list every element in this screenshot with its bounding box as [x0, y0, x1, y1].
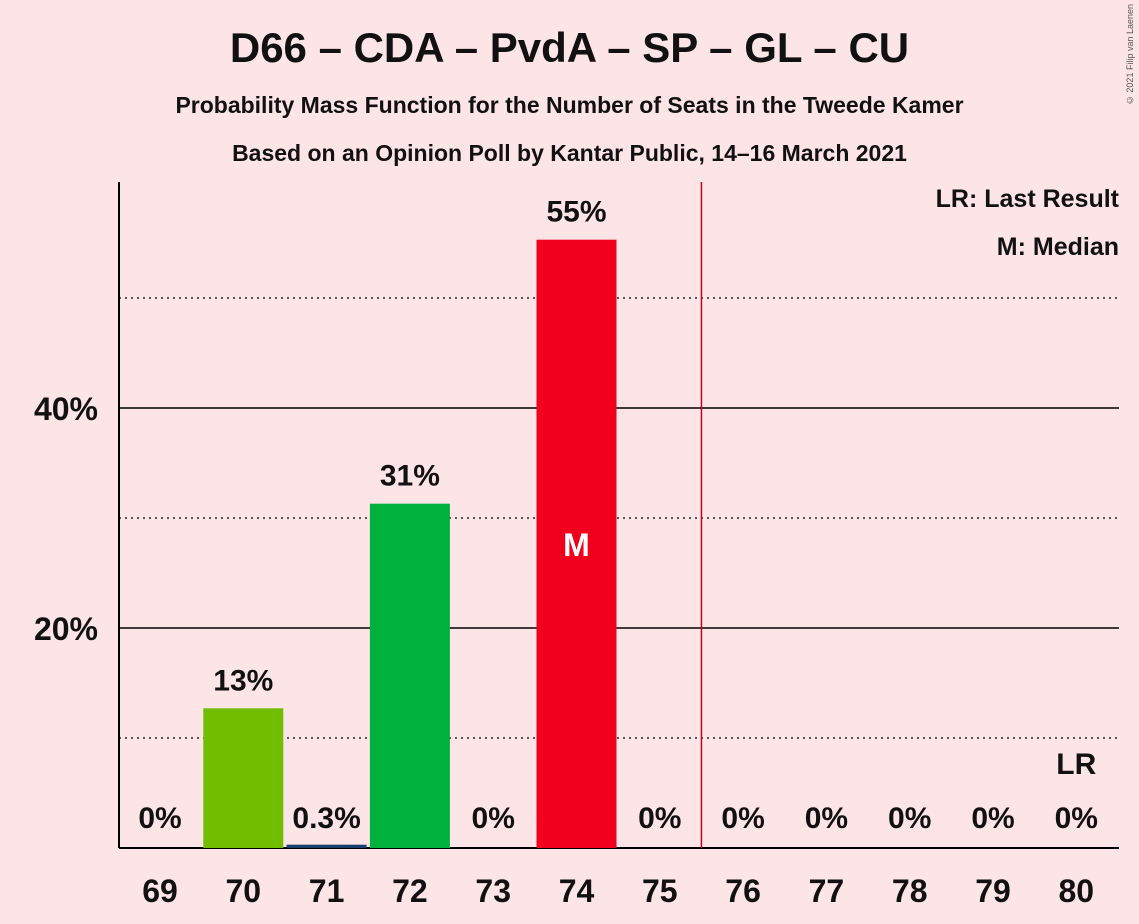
value-label-69: 0%: [138, 802, 181, 835]
bar-72: [369, 503, 450, 848]
value-label-80: 0%: [1055, 802, 1098, 835]
value-label-76: 0%: [721, 802, 764, 835]
chart-title: D66 – CDA – PvdA – SP – GL – CU: [229, 24, 910, 71]
chart-subtitle-2: Based on an Opinion Poll by Kantar Publi…: [232, 140, 907, 166]
x-tick-label-70: 70: [226, 873, 262, 909]
x-tick-label-76: 76: [725, 873, 761, 909]
value-label-78: 0%: [888, 802, 931, 835]
x-tick-label-72: 72: [392, 873, 428, 909]
x-tick-label-79: 79: [975, 873, 1011, 909]
x-tick-label-74: 74: [559, 873, 595, 909]
y-tick-label: 40%: [34, 391, 98, 427]
x-tick-label-75: 75: [642, 873, 678, 909]
last-result-marker: LR: [1056, 748, 1096, 781]
legend-last-result: LR: Last Result: [935, 185, 1119, 213]
value-label-70: 13%: [213, 664, 273, 697]
value-label-71: 0.3%: [292, 802, 360, 835]
value-label-72: 31%: [380, 460, 440, 493]
x-tick-label-78: 78: [892, 873, 928, 909]
bar-70: [203, 708, 284, 848]
bar-74: [536, 239, 617, 848]
x-tick-label-80: 80: [1059, 873, 1095, 909]
y-tick-label: 20%: [34, 611, 98, 647]
value-label-79: 0%: [971, 802, 1014, 835]
value-label-77: 0%: [805, 802, 848, 835]
x-tick-label-73: 73: [475, 873, 511, 909]
median-marker: M: [563, 527, 590, 563]
value-label-74: 55%: [546, 196, 606, 229]
bar-71: [286, 844, 367, 848]
x-tick-label-71: 71: [309, 873, 345, 909]
x-tick-label-77: 77: [809, 873, 845, 909]
value-label-73: 0%: [472, 802, 515, 835]
chart-subtitle-1: Probability Mass Function for the Number…: [175, 92, 964, 118]
x-tick-label-69: 69: [142, 873, 178, 909]
legend-median: M: Median: [996, 233, 1119, 261]
value-label-75: 0%: [638, 802, 681, 835]
